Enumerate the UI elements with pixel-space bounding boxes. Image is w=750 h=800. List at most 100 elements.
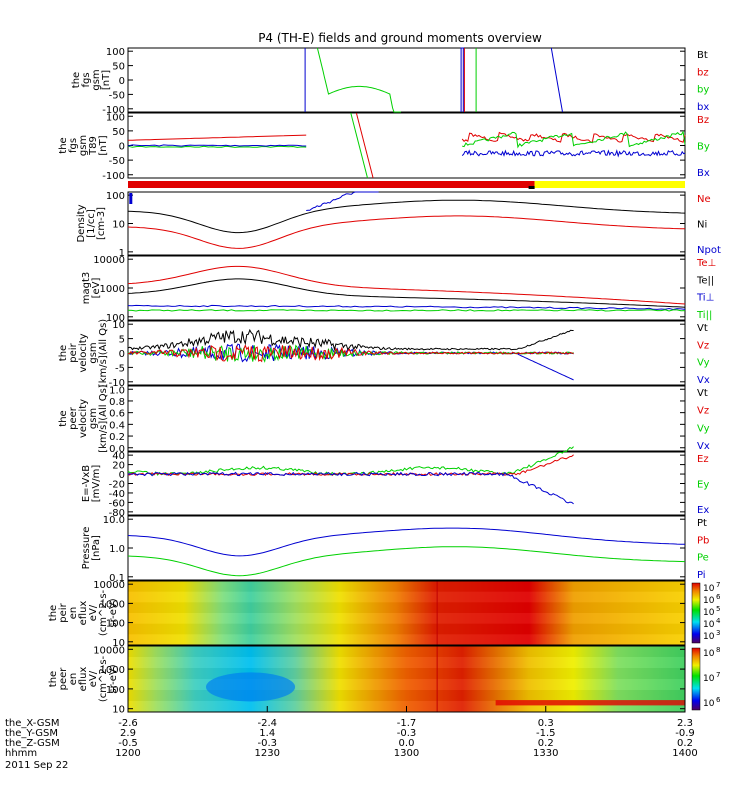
y-axis-label-line: [1/cc]	[86, 209, 97, 238]
colorbar-tick-label: 10	[703, 632, 715, 642]
x-tick-label: 1400	[672, 748, 697, 759]
y-tick-label: 0.1	[109, 573, 125, 584]
trace-by	[462, 130, 686, 149]
y-tick-label: 100	[106, 313, 125, 324]
y-tick-label: 1000	[100, 284, 125, 295]
y-axis-label-line: (cm^2-s-	[98, 655, 109, 702]
legend-entry: Ti||	[696, 310, 712, 321]
y-axis-label: Pressure [nPa]	[81, 527, 102, 570]
spectrogram-band	[128, 634, 685, 645]
y-tick-label: 0.0	[109, 444, 125, 455]
spectrogram-blob	[205, 672, 296, 702]
colorbar-tick-label: 10	[703, 649, 715, 659]
legend-entry: Pe	[697, 553, 709, 564]
y-tick-label: 0.2	[109, 432, 125, 443]
y-tick-label: 10	[112, 705, 125, 716]
legend-entry: Bt	[697, 50, 708, 61]
y-axis-label-line: the	[48, 671, 59, 687]
y-tick-label: 10000	[93, 255, 125, 266]
mode-bar-segment	[534, 181, 685, 188]
y-axis-label: the fgs gsm [nT]	[71, 69, 112, 90]
x-tick-label: 0.2	[538, 738, 554, 749]
legend-entry: Te||	[696, 275, 714, 286]
y-axis-label: the peer velocity gsm [km/s](All Qs)	[58, 384, 109, 452]
y-axis-label-line: peer	[68, 406, 79, 430]
y-axis-label: the fgs gsm T89 [nT]	[58, 135, 109, 156]
legend-entry: Vx	[697, 375, 710, 386]
y-tick-label: 10000	[93, 645, 125, 656]
chart-title: P4 (TH-E) fields and ground moments over…	[258, 31, 542, 45]
x-tick-label: 0.2	[677, 738, 693, 749]
panel-4: 100 10 1 Density [1/cc] [cm-3] Ne Ni Npot	[76, 191, 721, 259]
colorbar-tick-exponent: 8	[716, 646, 720, 654]
y-axis-label: the peir en eflux eV/(cm^2-s-sr-eV)	[48, 589, 119, 636]
trace-by	[350, 112, 368, 179]
trace-tepar	[127, 278, 686, 308]
x-tick-label: -0.9	[675, 728, 695, 739]
y-tick-label: 10000	[93, 580, 125, 591]
colorbar	[691, 582, 701, 644]
legend-entry: Ne	[697, 194, 711, 205]
y-axis-label: Density [1/cc] [cm-3]	[76, 204, 107, 242]
y-axis-label-line: [nT]	[101, 70, 112, 90]
spectrogram-band	[128, 613, 685, 624]
legend-entry: Vx	[697, 441, 710, 452]
x-axis-date: 2011 Sep 22	[5, 760, 68, 771]
x-axis-row-label: hhmm	[5, 748, 37, 759]
colorbar-tick-exponent: 3	[716, 629, 720, 637]
colorbar-tick-label: 10	[703, 699, 715, 709]
panel-9: 10.0 1.0 0.1 Pressure [nPa] Pt Pb Pe Pi	[81, 515, 709, 584]
trace-teperp	[127, 265, 686, 305]
trace-bx	[127, 144, 307, 147]
trace-vt	[127, 328, 574, 352]
y-axis-label-line: (cm^2-s-	[98, 589, 109, 636]
panel-5: 10000 1000 100 magt3 [eV] Te⊥ Te|| Ti⊥ Ti||	[81, 255, 716, 324]
y-axis-label-line: gsm	[88, 408, 99, 429]
trace-ne	[127, 215, 686, 249]
legend-entry: bx	[697, 102, 709, 113]
y-tick-label: 1.0	[109, 385, 125, 396]
legend-entry: Vy	[697, 423, 710, 434]
x-tick-label: 1330	[533, 748, 558, 759]
y-tick-label: 1	[119, 248, 125, 259]
y-axis-label-line: Density	[76, 204, 87, 242]
mode-bar-segment	[128, 181, 535, 188]
trace-tipar	[127, 309, 686, 312]
panel-1: 100 50 0 -50 -100 the fgs gsm [nT] Bt bz by bx	[71, 47, 709, 116]
legend-entry: bz	[697, 67, 709, 78]
y-tick-label: 10	[112, 320, 125, 331]
spectrogram-band	[128, 679, 685, 690]
trace-npot	[306, 191, 379, 211]
trace-bx	[550, 47, 563, 113]
y-tick-label: -100	[102, 105, 125, 116]
x-tick-label: 1230	[255, 748, 280, 759]
legend-entry: Te⊥	[696, 258, 716, 269]
colorbar	[691, 647, 701, 711]
y-tick-label: 40	[112, 451, 125, 462]
y-tick-label: 50	[112, 127, 125, 138]
y-axis-label-line: the	[48, 605, 59, 621]
y-tick-label: 20	[112, 461, 125, 472]
y-tick-label: 0.4	[109, 420, 125, 431]
y-axis-label-line: peir	[68, 342, 79, 362]
trace-bz	[355, 112, 374, 179]
colorbar-tick-exponent: 7	[716, 671, 720, 679]
spectrogram-band	[128, 602, 685, 613]
legend-entry: Vt	[697, 323, 708, 334]
x-tick-label: 1200	[115, 748, 140, 759]
y-tick-label: -60	[109, 498, 125, 509]
x-tick-label: -2.6	[118, 718, 138, 729]
y-tick-label: -100	[102, 171, 125, 182]
y-tick-label: -50	[109, 90, 125, 101]
trace-by	[316, 47, 401, 113]
panel-frame	[127, 47, 686, 113]
y-axis-label-line: gsm	[91, 69, 102, 90]
trace-bx	[461, 149, 686, 158]
legend-entry: Ti⊥	[696, 293, 714, 304]
colorbar-tick-exponent: 4	[716, 617, 721, 625]
y-tick-label: 0	[119, 349, 125, 360]
trace-tiperp	[127, 304, 686, 311]
